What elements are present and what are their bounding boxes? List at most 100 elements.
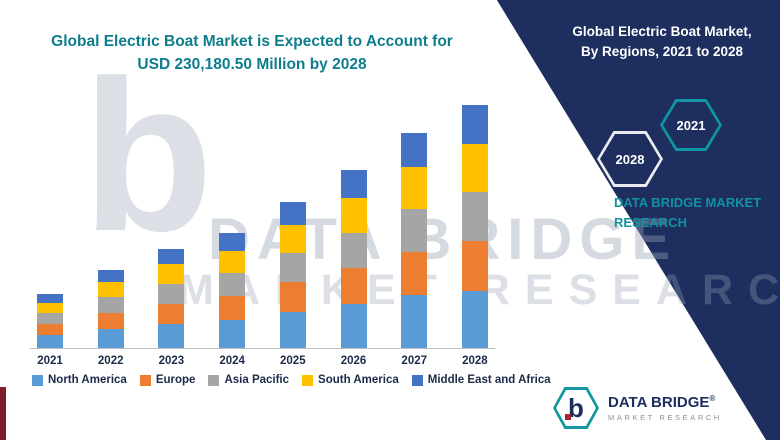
logo-name-text: DATA BRIDGE [608,393,710,411]
legend-swatch [208,374,220,386]
bar-segment-middle-east-and-africa [461,104,488,145]
registered-mark: ® [709,393,716,403]
bar-segment-south-america [340,198,367,233]
bar-group: 2021 [30,94,70,370]
stacked-bar-2025 [279,201,306,348]
brand-text-line2: RESEARCH [614,214,687,230]
hexagon-2021-label: 2021 [676,117,706,133]
legend-item: Europe [139,374,196,386]
bar-segment-south-america [97,282,124,298]
legend-label: Middle East and Africa [427,374,551,386]
legend-item: Middle East and Africa [411,374,551,386]
bar-segment-europe [219,296,246,320]
x-axis-line [30,348,495,349]
bar-segment-middle-east-and-africa [97,269,124,283]
bar-groups: 2021 2022 2023 2024 2025 2026 2027 2028 [30,94,495,370]
logo-letter-b: b [568,393,584,423]
x-axis-label: 2027 [401,355,428,367]
panel-heading-line2: By Regions, 2021 to 2028 [580,44,744,60]
bar-segment-asia-pacific [401,208,428,252]
bar-segment-europe [461,241,488,291]
company-logo: b DATA BRIDGE® MARKET RESEARCH [553,387,722,429]
bar-group: 2026 [334,94,374,370]
bar-segment-south-america [158,264,185,284]
logo-text-block: DATA BRIDGE® MARKET RESEARCH [608,394,722,422]
legend-swatch [139,374,151,386]
bar-segment-asia-pacific [158,283,185,304]
stacked-bar-chart: 2021 2022 2023 2024 2025 2026 2027 2028 [30,94,495,370]
legend-swatch [302,374,314,386]
bar-segment-asia-pacific [219,273,246,297]
bar-segment-middle-east-and-africa [340,170,367,199]
legend-swatch [411,374,423,386]
panel-heading-line1: Global Electric Boat Market, [572,24,752,39]
bar-segment-north-america [279,312,306,348]
chart-title-line2: USD 230,180.50 Million by 2028 [137,56,367,74]
red-accent-strip [0,387,6,440]
bar-segment-north-america [461,290,488,348]
bar-segment-europe [401,251,428,296]
x-axis-label: 2026 [340,355,367,367]
bar-segment-asia-pacific [279,253,306,283]
stacked-bar-2027 [401,133,428,348]
stacked-bar-2024 [219,232,246,348]
x-axis-label: 2021 [37,355,63,367]
bar-segment-europe [279,282,306,312]
stacked-bar-2023 [158,248,185,348]
bar-segment-south-america [219,251,246,274]
stacked-bar-2022 [97,269,124,348]
bar-group: 2022 [91,94,131,370]
legend-item: Asia Pacific [208,374,289,386]
legend-label: Asia Pacific [224,374,290,386]
bar-segment-south-america [279,225,306,254]
chart-title-line1: Global Electric Boat Market is Expected … [51,33,453,50]
x-axis-label: 2022 [97,355,124,367]
bar-segment-north-america [401,295,428,348]
bar-segment-asia-pacific [461,192,488,242]
bar-group: 2024 [212,94,252,370]
bar-segment-north-america [340,304,367,348]
bar-group: 2028 [455,94,495,370]
bar-segment-asia-pacific [37,313,63,324]
stacked-bar-2021 [37,294,63,348]
stacked-bar-2028 [461,104,488,348]
bar-segment-middle-east-and-africa [219,232,246,252]
legend-label: North America [48,374,127,386]
bar-segment-south-america [37,302,63,314]
bar-segment-europe [158,303,185,324]
panel-heading: Global Electric Boat Market, By Regions,… [556,22,768,63]
x-axis-label: 2025 [280,355,306,367]
legend-label: Europe [155,374,196,386]
bar-segment-north-america [219,319,246,348]
legend-item: South America [302,374,399,386]
logo-hexagon-icon: b [553,387,599,429]
bar-segment-asia-pacific [97,297,124,313]
bar-segment-europe [340,268,367,305]
x-axis-label: 2023 [158,355,185,367]
legend-item: North America [32,374,127,386]
bar-group: 2025 [273,94,313,370]
stacked-bar-2026 [340,170,367,348]
logo-name: DATA BRIDGE® [608,394,722,411]
bar-segment-europe [97,312,124,329]
bar-segment-middle-east-and-africa [37,294,63,303]
legend-swatch [32,374,43,386]
logo-subtitle: MARKET RESEARCH [608,413,722,423]
legend-label: South America [318,374,399,386]
chart-legend: North America Europe Asia Pacific South Ame… [32,374,551,386]
brand-text: DATA BRIDGE MARKET RESEARCH [614,193,774,232]
x-axis-label: 2024 [219,355,245,367]
bar-segment-south-america [461,144,488,193]
bar-segment-north-america [158,323,185,348]
bar-segment-europe [37,323,63,335]
bar-segment-north-america [37,334,63,348]
logo-red-accent [565,414,571,420]
chart-title: Global Electric Boat Market is Expected … [42,30,462,77]
hexagon-2028-label: 2028 [615,151,645,167]
bar-segment-north-america [97,328,124,348]
bar-segment-south-america [401,167,428,209]
bar-group: 2027 [394,94,434,370]
bar-group: 2023 [151,94,191,370]
bar-segment-asia-pacific [340,232,367,269]
